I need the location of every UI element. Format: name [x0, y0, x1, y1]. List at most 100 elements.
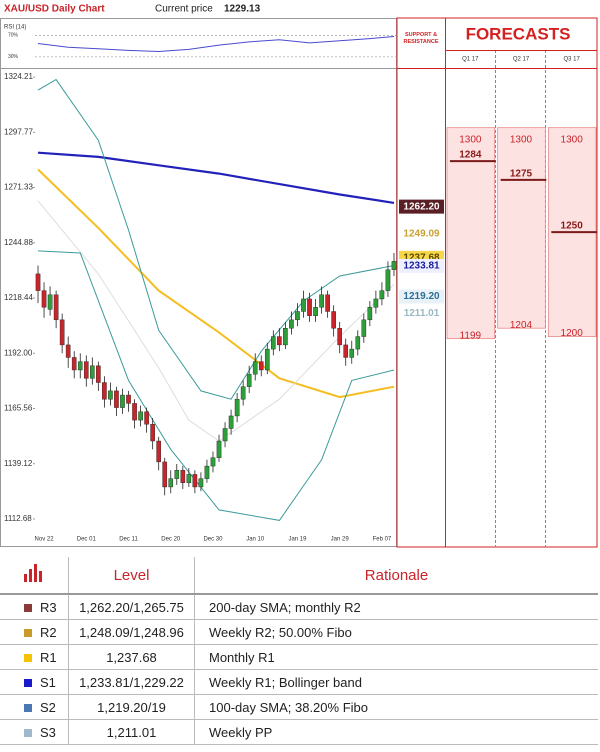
color-swatch — [24, 704, 32, 713]
level-label: 1249.09 — [403, 229, 440, 240]
y-tick-label: 30% — [8, 54, 19, 60]
candle-body — [174, 470, 180, 479]
table-row: S2 1,219.20/19 100-day SMA; 38.20% Fibo — [0, 694, 598, 720]
row-level: 1,262.20/1,265.75 — [68, 594, 195, 620]
forecast-range — [446, 127, 496, 340]
x-tick-label: Jan 10 — [246, 537, 265, 543]
candle-body — [41, 290, 47, 308]
candle-body — [156, 440, 161, 463]
header-cell: Rationale — [194, 557, 598, 595]
price-label: Current price — [155, 4, 213, 15]
y-tick-label: 1192.00 — [4, 348, 33, 357]
x-tick-label: Dec 20 — [161, 537, 181, 543]
candle-body — [65, 344, 71, 358]
candle-body — [277, 336, 282, 346]
level-label: 1262.20 — [403, 201, 440, 212]
row-name: S2 — [40, 699, 56, 715]
candle-body — [289, 319, 294, 329]
row-name-cell: R1 — [0, 644, 69, 670]
x-tick-label: Dec 01 — [77, 537, 97, 543]
color-swatch — [24, 654, 32, 663]
row-level: 1,211.01 — [68, 719, 195, 745]
indicator-line — [37, 200, 395, 442]
table-header: Level Rationale — [0, 557, 598, 595]
color-swatch — [24, 629, 32, 638]
candle-body — [53, 294, 59, 321]
y-tick-label: 1244.88 — [4, 238, 33, 247]
row-rationale: 200-day SMA; monthly R2 — [194, 594, 598, 620]
bar-icon — [24, 564, 42, 582]
row-name-cell: S3 — [0, 719, 69, 745]
x-tick-label: Dec 30 — [203, 537, 223, 543]
candle-body — [337, 328, 342, 346]
candle-body — [367, 307, 373, 321]
y-tick-label: 1112.68 — [4, 514, 32, 523]
level-label: 1219.20 — [403, 291, 440, 302]
x-tick-label: Feb 07 — [373, 537, 392, 543]
row-rationale: Monthly R1 — [194, 644, 598, 670]
row-rationale: Weekly PP — [194, 719, 598, 745]
x-tick-label: Dec 11 — [119, 537, 138, 543]
table-row: R2 1,248.09/1,248.96 Weekly R2; 50.00% Fib… — [0, 619, 598, 645]
candle-body — [355, 336, 361, 350]
candle-body — [150, 424, 155, 442]
quarter-label: Q3 17 — [563, 57, 580, 63]
forecast-min: 1199 — [460, 330, 482, 341]
quarter-label: Q2 17 — [513, 57, 530, 63]
table-body: R3 1,262.20/1,265.75 200-day SMA; monthly … — [0, 594, 598, 745]
candle-body — [319, 294, 324, 308]
header-icon — [0, 557, 69, 595]
candle-body — [379, 290, 385, 300]
levels-table: Level Rationale R3 1,262.20/1,265.75 200-d… — [0, 557, 598, 745]
x-tick-label: Nov 22 — [35, 537, 55, 543]
row-rationale: Weekly R2; 50.00% Fibo — [194, 619, 598, 645]
level-box — [399, 289, 444, 304]
level-box — [399, 258, 444, 273]
candle-body — [264, 348, 270, 371]
candle-body — [138, 411, 143, 421]
row-name: S3 — [40, 724, 56, 740]
y-tick-label: 1271.33 — [4, 183, 33, 192]
candle-body — [258, 361, 264, 371]
x-tick-label: Jan 19 — [288, 537, 307, 543]
candle-body — [198, 478, 204, 488]
y-tick-label: 1165.56 — [4, 404, 33, 413]
candle-body — [385, 269, 391, 291]
row-name-cell: R2 — [0, 619, 69, 645]
color-swatch — [24, 604, 32, 613]
candle-body — [361, 319, 367, 337]
level-label: 1237.68 — [403, 252, 440, 263]
forecast-value: 1284 — [459, 150, 482, 161]
row-name: R3 — [40, 599, 57, 615]
candle-body — [90, 365, 95, 379]
levels-title: SUPPORT & RESISTANCE — [403, 32, 439, 45]
row-name-cell: S2 — [0, 694, 69, 720]
candle-body — [391, 261, 397, 270]
row-level: 1,237.68 — [68, 644, 195, 670]
candle-body — [234, 399, 240, 417]
candle-body — [295, 311, 300, 321]
row-rationale: 100-day SMA; 38.20% Fibo — [194, 694, 598, 720]
forecast-max: 1300 — [561, 134, 584, 145]
candle-body — [283, 328, 288, 346]
candle-body — [59, 319, 65, 346]
color-swatch — [24, 729, 32, 738]
row-name: R1 — [40, 649, 57, 665]
candle-body — [210, 457, 216, 467]
candle-body — [180, 470, 186, 483]
x-tick-label: Jan 29 — [331, 537, 350, 543]
row-name: R2 — [40, 624, 57, 640]
candle-body — [307, 298, 312, 316]
candle-body — [35, 273, 41, 291]
candle-body — [114, 390, 119, 408]
rsi-line — [37, 36, 395, 53]
indicator-line — [37, 78, 395, 400]
candle-body — [252, 361, 258, 375]
candle-body — [144, 411, 149, 425]
candle-body — [108, 390, 113, 400]
candle-body — [343, 344, 349, 358]
color-swatch — [24, 679, 32, 688]
row-level: 1,248.09/1,248.96 — [68, 619, 195, 645]
indicator-line — [37, 168, 395, 399]
